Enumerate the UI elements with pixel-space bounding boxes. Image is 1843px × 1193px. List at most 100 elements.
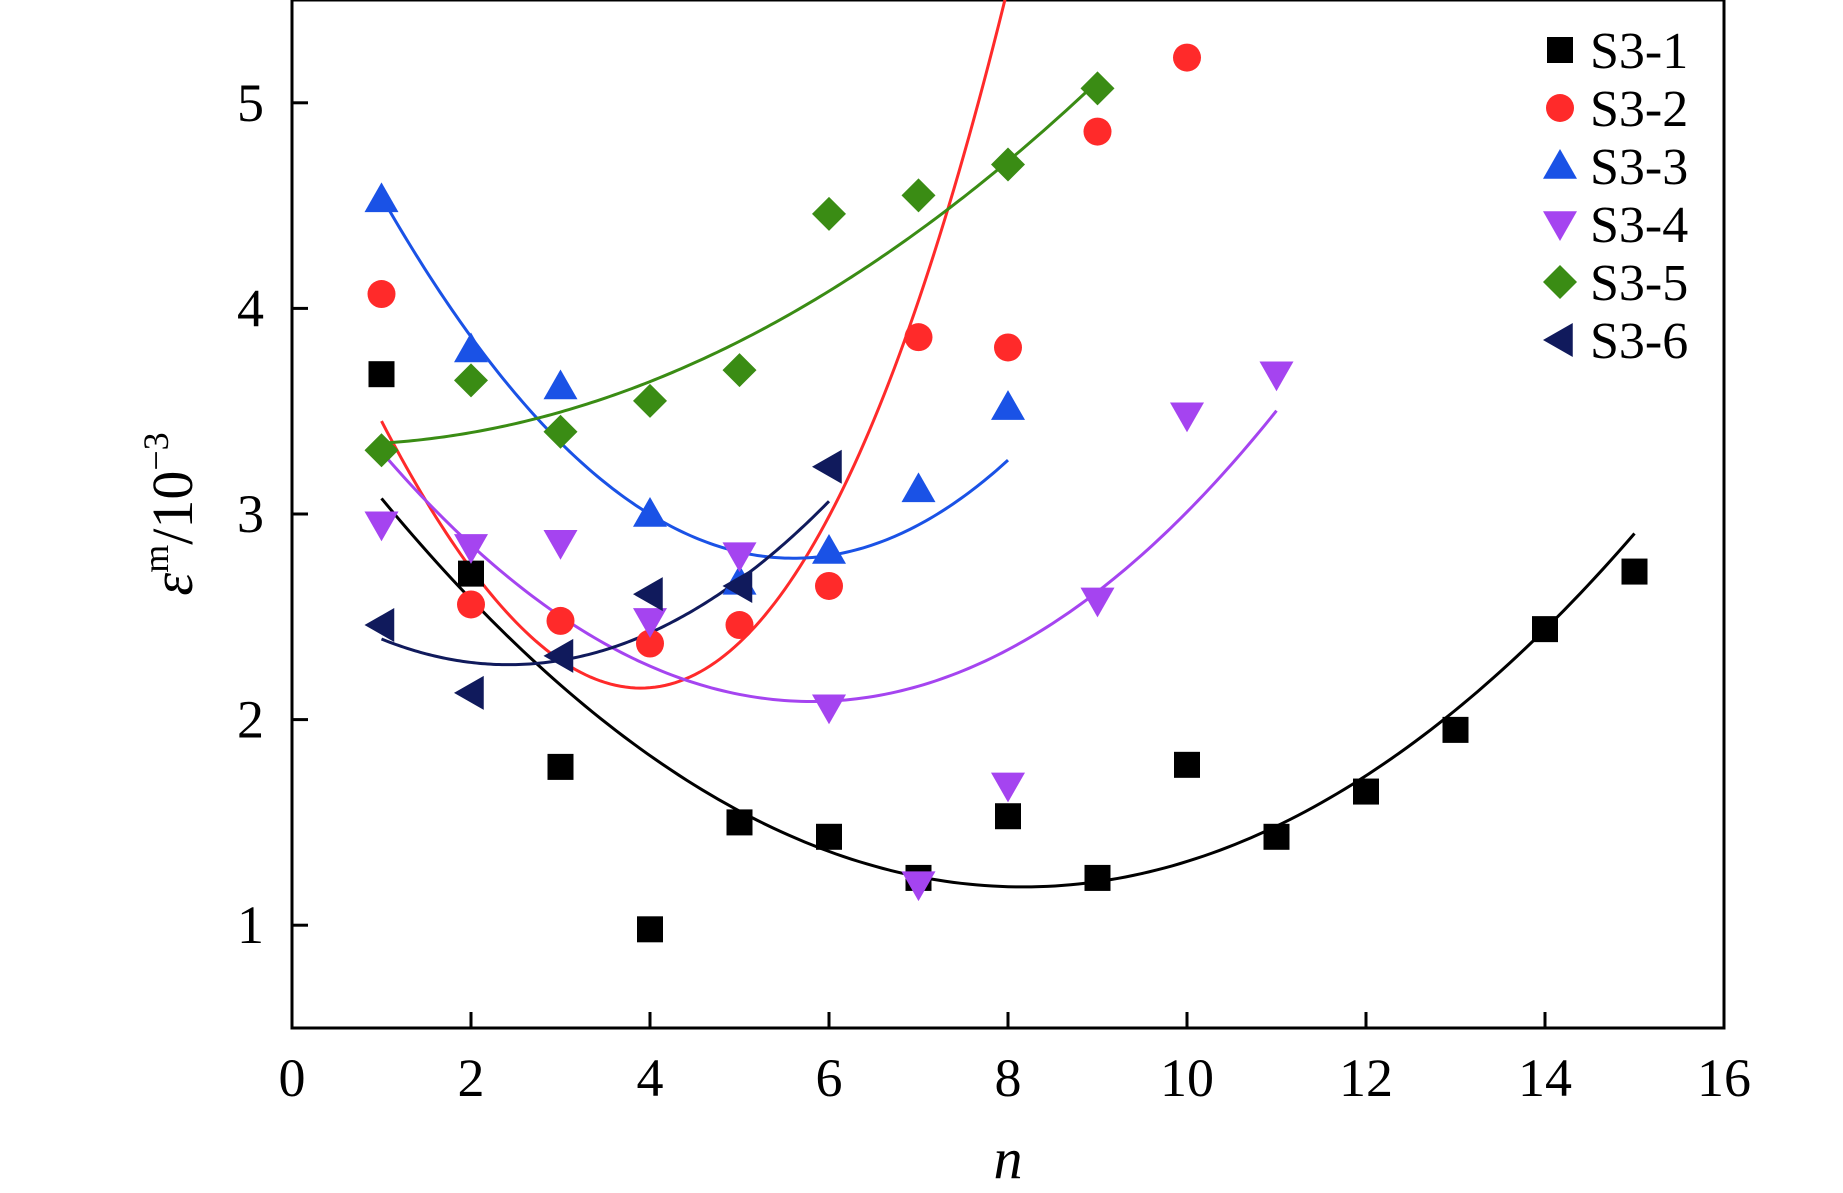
- point-s3-2: [546, 606, 575, 635]
- point-s3-2: [725, 611, 754, 640]
- legend-label-s3-4: S3-4: [1590, 197, 1688, 254]
- point-s3-4: [1080, 587, 1115, 618]
- fit-curve-s3-5: [381, 80, 1099, 445]
- point-s3-3: [454, 332, 488, 363]
- fit-curve-s3-6: [380, 500, 831, 667]
- x-axis-title: n: [994, 1126, 1023, 1191]
- y-axis-label-exponent: −3: [136, 432, 176, 470]
- legend-item-s3-3: S3-3: [1543, 139, 1688, 196]
- point-s3-2: [904, 323, 933, 352]
- point-s3-5: [633, 383, 667, 418]
- point-s3-5: [901, 178, 936, 213]
- y-tick-label: 5: [237, 73, 264, 133]
- point-s3-2: [367, 280, 396, 309]
- x-tick-label: 12: [1339, 1048, 1393, 1108]
- x-tick-label: 2: [458, 1048, 485, 1108]
- point-s3-1: [368, 361, 395, 388]
- point-s3-5: [1080, 71, 1115, 106]
- point-s3-5: [543, 414, 578, 449]
- x-tick-label: 6: [816, 1048, 843, 1108]
- point-s3-4: [364, 511, 399, 542]
- fit-curves: [380, 0, 1636, 889]
- legend-marker-s3-2: [1546, 94, 1574, 122]
- x-tick-label: 0: [279, 1048, 306, 1108]
- legend-marker-s3-6: [1543, 323, 1573, 357]
- y-tick-label: 1: [237, 895, 264, 955]
- point-s3-2: [1173, 43, 1201, 72]
- legend-item-s3-4: S3-4: [1543, 197, 1688, 254]
- point-s3-5: [991, 147, 1025, 182]
- legend-item-s3-1: S3-1: [1547, 23, 1688, 80]
- y-ticks: 1 2 3 4 5: [237, 73, 308, 955]
- y-tick-label: 2: [237, 690, 264, 750]
- point-s3-6: [454, 675, 484, 710]
- point-s3-1: [1263, 823, 1290, 850]
- y-axis-label-base: ε: [140, 573, 205, 596]
- legend-label-s3-2: S3-2: [1590, 81, 1688, 138]
- point-s3-4: [722, 542, 757, 573]
- point-s3-2: [457, 590, 485, 619]
- point-s3-6: [633, 577, 663, 612]
- y-axis-label-superscript: m: [136, 545, 176, 573]
- point-s3-4: [633, 608, 667, 638]
- point-s3-4: [901, 871, 936, 902]
- point-s3-4: [1259, 361, 1294, 392]
- fit-curve-s3-2: [380, 0, 1007, 690]
- point-s3-4: [1170, 402, 1204, 433]
- point-s3-1: [816, 823, 842, 850]
- point-s3-2: [815, 571, 843, 600]
- point-s3-1: [1353, 778, 1379, 805]
- svg-text:εm/10−3: εm/10−3: [136, 432, 205, 595]
- y-tick-label: 3: [237, 484, 264, 544]
- point-s3-4: [454, 534, 488, 564]
- point-s3-4: [991, 772, 1025, 803]
- data-points: [364, 43, 1648, 943]
- point-s3-3: [364, 182, 399, 213]
- y-axis-label-divider: /10: [140, 471, 205, 545]
- point-s3-6: [543, 638, 574, 673]
- point-s3-3: [991, 390, 1025, 420]
- point-s3-1: [726, 809, 753, 836]
- y-tick-label: 4: [237, 278, 264, 338]
- x-axis-label: n: [994, 1126, 1023, 1191]
- legend-item-s3-2: S3-2: [1546, 81, 1688, 138]
- point-s3-6: [364, 608, 395, 643]
- legend-item-s3-6: S3-6: [1543, 313, 1688, 370]
- x-tick-label: 4: [637, 1048, 664, 1108]
- y-axis-title: εm/10−3: [136, 432, 205, 595]
- fit-curve-s3-1: [380, 497, 1636, 889]
- legend-label-s3-1: S3-1: [1590, 23, 1688, 80]
- legend-label-s3-3: S3-3: [1590, 139, 1688, 196]
- point-s3-6: [812, 449, 842, 484]
- point-s3-2: [636, 629, 664, 658]
- point-s3-5: [722, 353, 757, 388]
- legend: S3-1S3-2S3-3S3-4S3-5S3-6: [1543, 23, 1688, 370]
- legend-label-s3-6: S3-6: [1590, 313, 1688, 370]
- point-s3-5: [454, 363, 488, 398]
- point-s3-3: [633, 497, 667, 527]
- x-tick-label: 16: [1697, 1048, 1751, 1108]
- legend-marker-s3-1: [1547, 37, 1573, 63]
- point-s3-5: [364, 433, 399, 468]
- fit-curve-s3-3: [380, 196, 1010, 560]
- x-tick-label: 14: [1518, 1048, 1572, 1108]
- point-s3-1: [1532, 616, 1558, 643]
- x-ticks: 0 2 4 6 8 10 12 14 16: [279, 1012, 1751, 1108]
- legend-item-s3-5: S3-5: [1543, 255, 1688, 312]
- point-s3-1: [1442, 716, 1469, 743]
- x-tick-label: 10: [1160, 1048, 1214, 1108]
- point-s3-1: [547, 753, 574, 780]
- point-s3-2: [994, 333, 1022, 362]
- point-s3-3: [812, 534, 846, 564]
- point-s3-4: [812, 694, 846, 725]
- x-tick-label: 8: [995, 1048, 1022, 1108]
- point-s3-2: [1083, 117, 1112, 146]
- point-s3-1: [1174, 751, 1200, 778]
- legend-marker-s3-4: [1543, 211, 1577, 241]
- legend-label-s3-5: S3-5: [1590, 255, 1688, 312]
- point-s3-3: [543, 369, 578, 400]
- point-s3-1: [1621, 558, 1648, 585]
- point-s3-6: [722, 568, 753, 603]
